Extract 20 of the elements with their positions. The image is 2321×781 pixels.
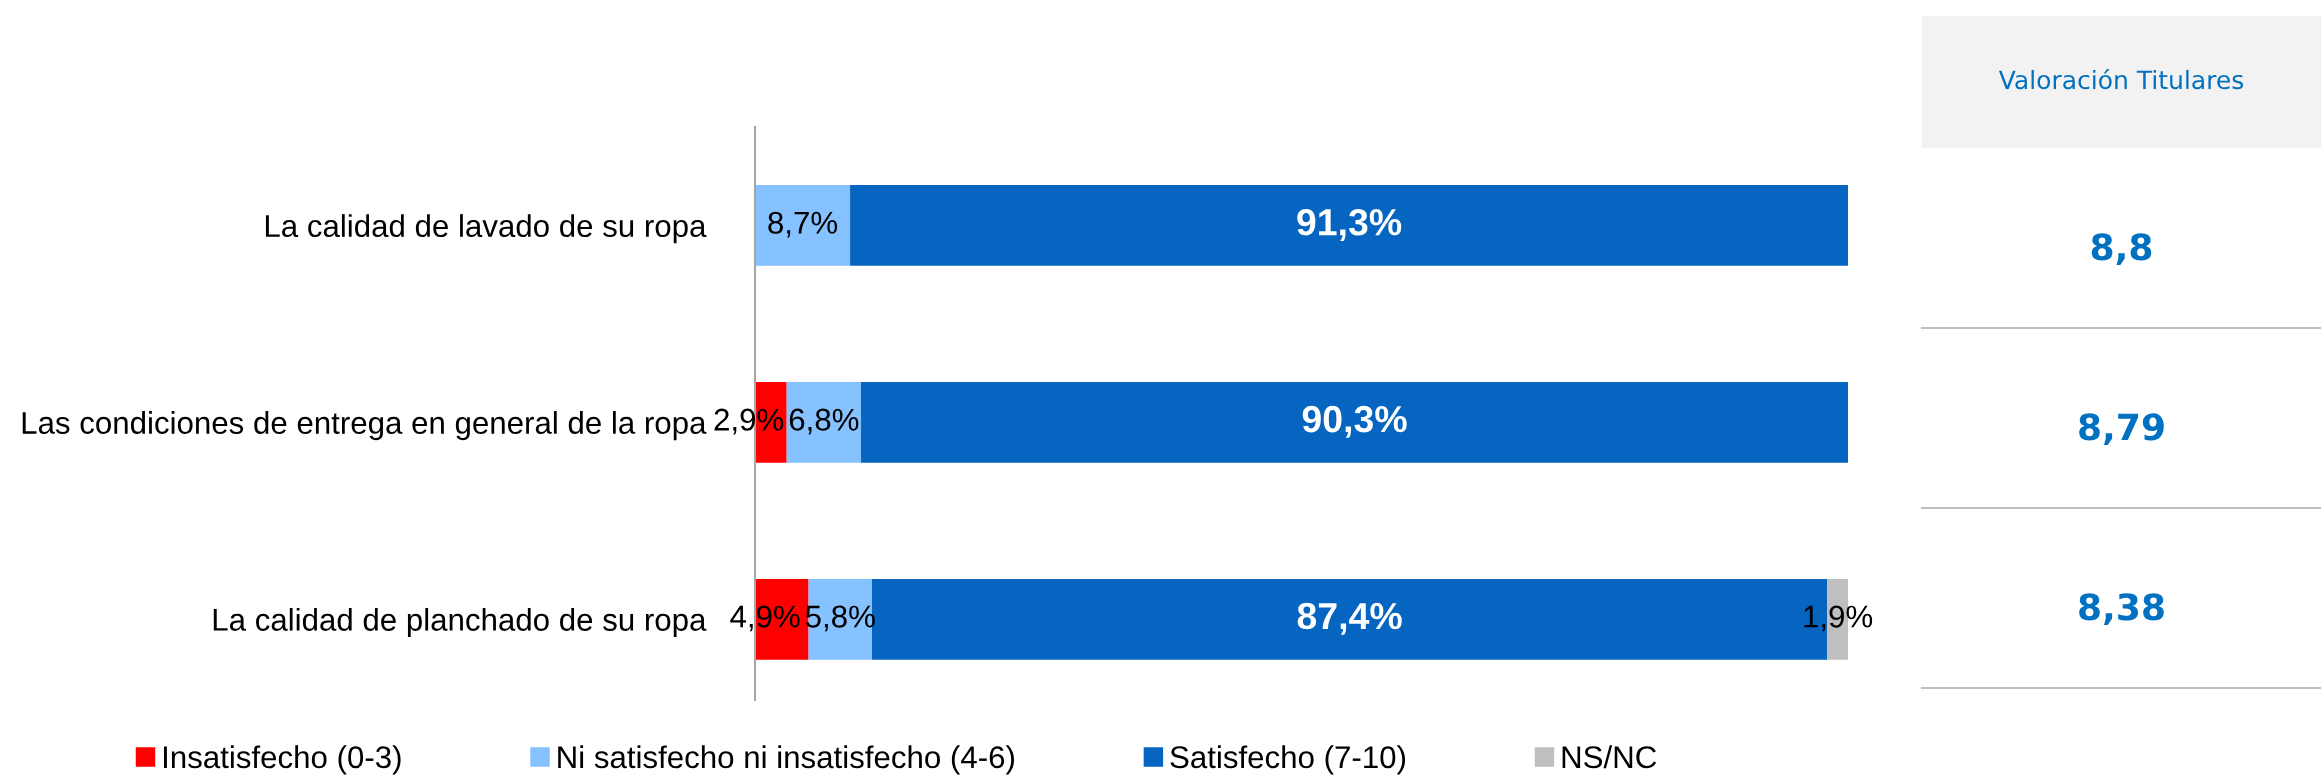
bar xyxy=(755,185,851,266)
bar xyxy=(861,381,1848,463)
legend-label: Insatisfecho (0-3) xyxy=(164,745,401,775)
text: 8,79 xyxy=(2079,413,2164,446)
y-tick-label: Las condiciones de entrega en general de la ropa xyxy=(22,411,707,441)
data-label: 90,3% xyxy=(1302,405,1407,438)
y-tick-label: La calidad de planchado de su ropa xyxy=(213,607,707,638)
data-label: 87,4% xyxy=(1297,602,1402,635)
text: Valoración Titulares xyxy=(1998,68,2244,90)
text: 8,38 xyxy=(2079,593,2164,626)
text: 8,8 xyxy=(2091,233,2152,266)
legend-label: Satisfecho (7-10) xyxy=(1170,745,1406,775)
data-label: 6,8% xyxy=(789,408,859,435)
legend-label: Ni satisfecho ni insatisfecho (4-6) xyxy=(558,745,1014,775)
bar xyxy=(850,185,1848,266)
data-label: 8,7% xyxy=(768,211,838,238)
data-label: 91,3% xyxy=(1297,208,1402,241)
bar xyxy=(786,381,862,463)
legend-label: NS/NC xyxy=(1562,745,1657,769)
y-tick-label: La calidad de lavado de su ropa xyxy=(265,214,707,244)
